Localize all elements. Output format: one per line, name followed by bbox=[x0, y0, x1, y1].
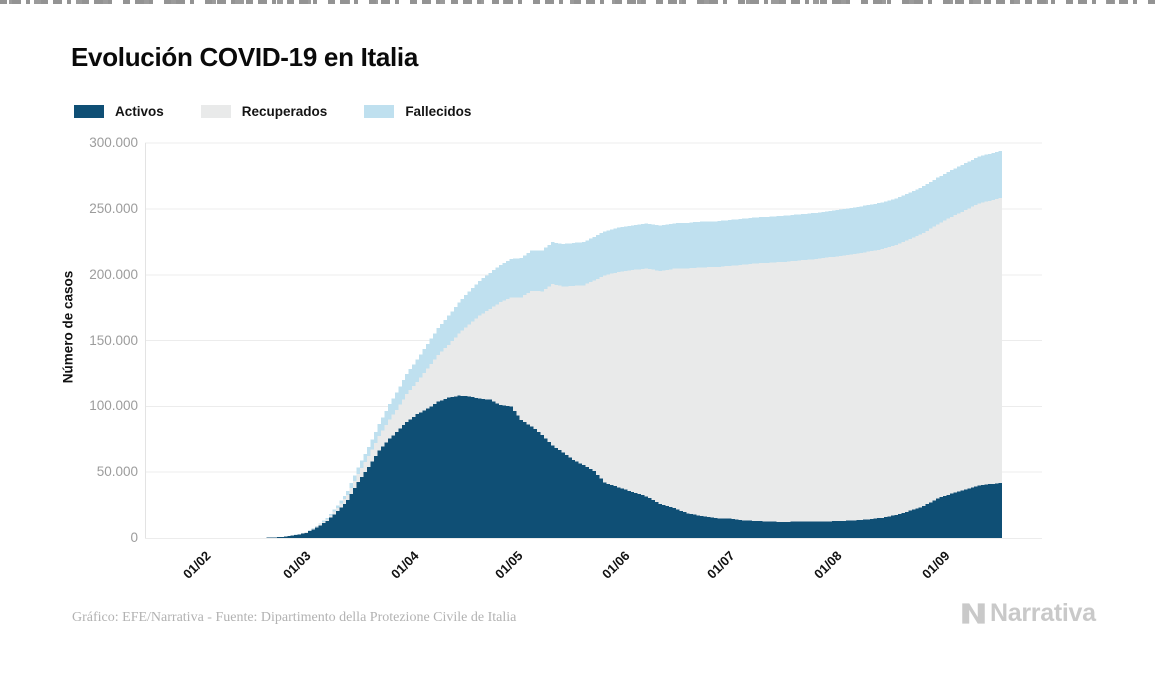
legend-item-recuperados: Recuperados bbox=[200, 104, 328, 119]
legend-label-recuperados: Recuperados bbox=[241, 104, 328, 119]
y-tick-label: 0 bbox=[130, 530, 138, 545]
legend-item-activos: Activos bbox=[74, 104, 164, 119]
legend-swatch-activos bbox=[74, 105, 104, 118]
source-note: Gráfico: EFE/Narrativa - Fuente: Diparti… bbox=[72, 610, 517, 625]
legend-label-activos: Activos bbox=[115, 104, 164, 119]
x-tick-label: 01/08 bbox=[811, 548, 845, 582]
y-tick-label: 150.000 bbox=[89, 332, 138, 348]
y-tick-label: 250.000 bbox=[89, 201, 138, 216]
clipped-text-strip bbox=[0, 0, 1157, 4]
narrativa-logo-icon bbox=[962, 603, 985, 624]
x-tick-label: 01/09 bbox=[918, 548, 953, 582]
y-tick-label: 50.000 bbox=[96, 464, 138, 480]
chart-plot-area bbox=[145, 142, 1042, 539]
legend-swatch-fallecidos bbox=[364, 105, 395, 118]
y-axis-title: Número de casos bbox=[60, 270, 76, 384]
legend-swatch-recuperados bbox=[200, 105, 231, 118]
x-tick-label: 01/07 bbox=[703, 548, 738, 582]
y-tick-label: 100.000 bbox=[89, 398, 138, 414]
narrativa-logo: Narrativa bbox=[960, 599, 1096, 628]
legend-item-fallecidos: Fallecidos bbox=[364, 104, 471, 119]
y-tick-label: 200.000 bbox=[89, 266, 138, 282]
chart-legend: Activos Recuperados Fallecidos bbox=[74, 104, 508, 119]
page-title: Evolución COVID-19 en Italia bbox=[71, 42, 419, 72]
y-tick-label: 300.000 bbox=[89, 135, 138, 151]
x-tick-label: 01/06 bbox=[599, 548, 634, 582]
legend-label-fallecidos: Fallecidos bbox=[405, 104, 472, 119]
narrativa-logo-text: Narrativa bbox=[990, 599, 1096, 627]
